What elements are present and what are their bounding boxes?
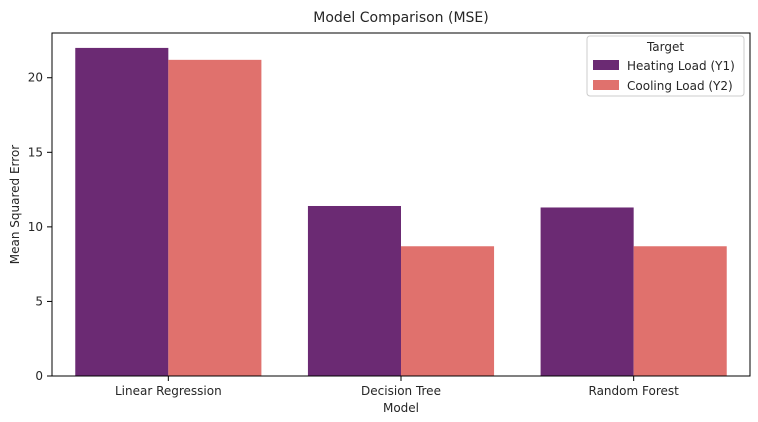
bar-cooling-random-forest xyxy=(633,246,727,376)
legend-label: Heating Load (Y1) xyxy=(627,59,735,73)
legend-swatch xyxy=(593,80,619,90)
bar-heating-linear-regression xyxy=(75,47,169,376)
y-tick-label: 0 xyxy=(35,369,43,383)
y-axis-title: Mean Squared Error xyxy=(8,145,22,265)
x-axis: Linear Regression Decision Tree Random For… xyxy=(115,376,679,398)
legend-box xyxy=(586,35,745,97)
bar-cooling-decision-tree xyxy=(401,246,495,376)
legend-items: Heating Load (Y1) Cooling Load (Y2) xyxy=(593,59,735,93)
bar-heating-decision-tree xyxy=(307,205,401,376)
legend-label: Cooling Load (Y2) xyxy=(627,79,733,93)
x-tick-label: Decision Tree xyxy=(361,384,441,398)
y-tick-label: 20 xyxy=(28,71,43,85)
x-tick-label: Random Forest xyxy=(589,384,680,398)
chart-title: Model Comparison (MSE) xyxy=(313,10,489,26)
legend-swatch xyxy=(593,60,619,70)
y-tick-label: 15 xyxy=(28,145,43,159)
y-tick-label: 10 xyxy=(28,220,43,234)
bars-layer xyxy=(75,47,727,377)
bar-cooling-linear-regression xyxy=(168,59,262,377)
y-tick-label: 5 xyxy=(35,294,43,308)
bar-heating-random-forest xyxy=(540,207,634,376)
x-axis-title: Model xyxy=(383,401,419,415)
y-axis: 0 5 10 15 20 xyxy=(28,71,52,383)
legend: Target Heating Load (Y1) Cooling Load (Y2… xyxy=(586,35,745,97)
x-tick-label: Linear Regression xyxy=(115,384,222,398)
legend-title: Target xyxy=(646,40,684,54)
